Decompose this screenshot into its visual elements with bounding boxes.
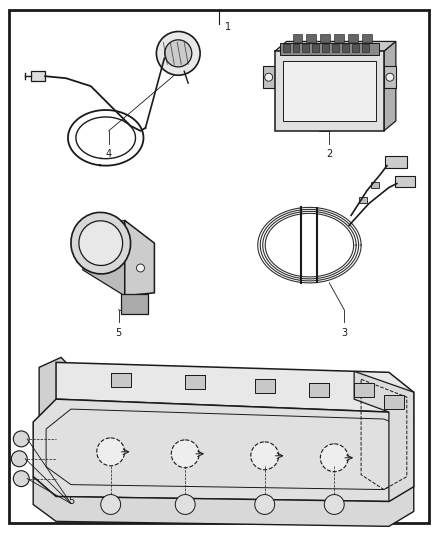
Bar [293,35,303,43]
Circle shape [137,264,145,272]
Bar [362,35,372,43]
Circle shape [13,471,29,487]
Bar [332,44,339,52]
Circle shape [97,438,124,466]
Bar [283,61,376,121]
Bar [371,182,379,188]
Bar [352,44,359,52]
Polygon shape [275,42,396,51]
Bar [303,44,309,52]
Bar [275,51,384,131]
Bar [185,375,205,389]
Text: 3: 3 [341,328,347,337]
Bar [120,294,148,314]
Bar [283,44,290,52]
Bar [293,44,300,52]
Polygon shape [83,220,124,296]
Bar [395,175,415,187]
Ellipse shape [71,212,131,274]
Circle shape [11,451,27,467]
Polygon shape [384,42,396,131]
Bar [307,35,316,43]
Bar [359,197,367,204]
Text: 1: 1 [225,21,231,31]
Bar [342,44,349,52]
Circle shape [255,495,275,514]
Circle shape [175,495,195,514]
Bar [385,156,407,168]
Bar [263,66,275,88]
Circle shape [320,444,348,472]
Circle shape [156,31,200,75]
Text: 4: 4 [106,149,112,159]
Polygon shape [354,372,414,502]
Bar [322,44,329,52]
Circle shape [165,40,192,67]
Polygon shape [124,220,155,296]
Bar [384,66,396,88]
Circle shape [171,440,199,468]
Polygon shape [33,399,414,502]
Bar [354,383,374,397]
Circle shape [13,431,29,447]
Bar [255,379,275,393]
Bar [279,43,379,55]
Text: 5: 5 [116,328,122,337]
Bar [334,35,344,43]
Bar [312,44,319,52]
Polygon shape [33,477,414,527]
Text: 5: 5 [68,496,74,506]
Circle shape [251,442,279,470]
Bar [111,373,131,387]
Circle shape [386,73,394,81]
Bar [384,395,404,409]
Text: 2: 2 [326,149,332,159]
Circle shape [265,73,273,81]
Bar [309,383,329,397]
Bar [362,44,369,52]
Ellipse shape [79,221,123,265]
Circle shape [101,495,120,514]
Bar [348,35,358,43]
Bar [320,35,330,43]
Circle shape [324,495,344,514]
Polygon shape [39,358,69,422]
Bar [31,71,45,81]
Polygon shape [56,362,414,422]
